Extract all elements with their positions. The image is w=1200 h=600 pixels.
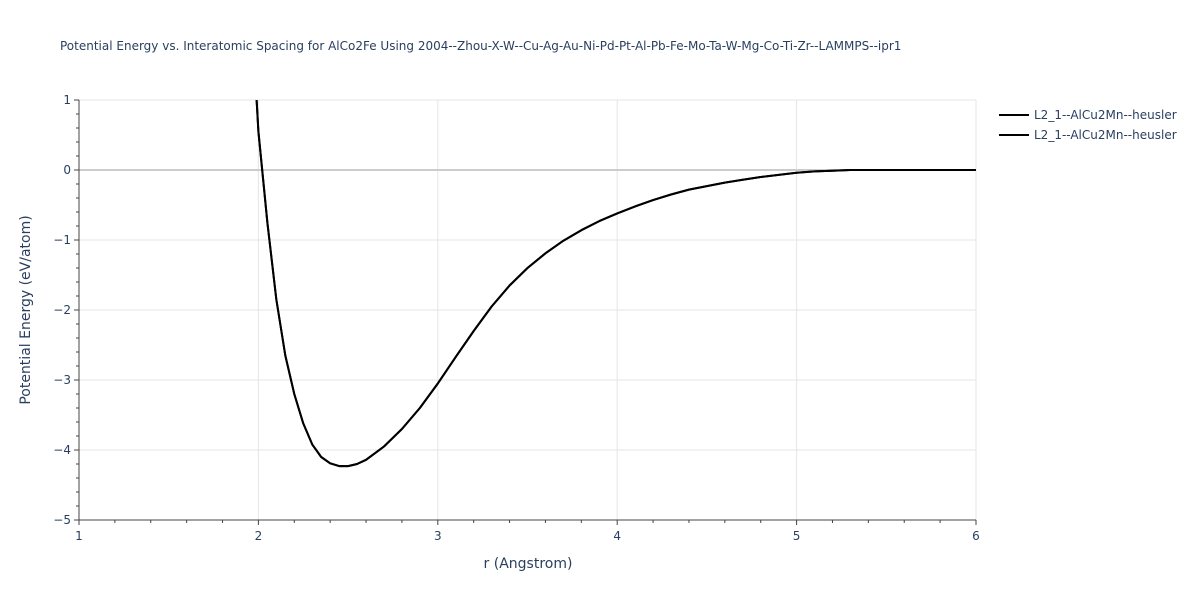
legend-label: L2_1--AlCu2Mn--heusler xyxy=(1034,128,1177,142)
y-tick-label: 0 xyxy=(63,163,71,177)
y-tick-label: −2 xyxy=(53,303,71,317)
x-tick-label: 1 xyxy=(75,529,83,543)
legend-item[interactable]: L2_1--AlCu2Mn--heusler xyxy=(999,128,1177,142)
axes xyxy=(74,99,977,525)
y-tick-label: −4 xyxy=(53,443,71,457)
chart-title: Potential Energy vs. Interatomic Spacing… xyxy=(60,39,901,53)
legend[interactable]: L2_1--AlCu2Mn--heusler L2_1--AlCu2Mn--heu… xyxy=(999,108,1177,142)
y-axis-title: Potential Energy (eV/atom) xyxy=(18,215,34,404)
series-lines xyxy=(255,99,976,468)
y-tick-label: 1 xyxy=(63,93,71,107)
x-tick-label: 4 xyxy=(613,529,621,543)
x-tick-label: 2 xyxy=(255,529,263,543)
grid-lines xyxy=(79,99,977,520)
series-line-1 xyxy=(255,99,976,468)
y-tick-label: −5 xyxy=(53,513,71,527)
legend-item[interactable]: L2_1--AlCu2Mn--heusler xyxy=(999,108,1177,122)
tick-labels: 1 2 3 4 5 6 −5 −4 −3 −2 −1 0 1 xyxy=(53,93,980,543)
x-tick-label: 6 xyxy=(972,529,980,543)
legend-label: L2_1--AlCu2Mn--heusler xyxy=(1034,108,1177,122)
series-line-2 xyxy=(255,99,976,468)
y-tick-label: −3 xyxy=(53,373,71,387)
x-tick-label: 5 xyxy=(793,529,801,543)
x-tick-label: 3 xyxy=(434,529,442,543)
y-tick-label: −1 xyxy=(53,233,71,247)
x-axis-title: r (Angstrom) xyxy=(484,556,573,572)
